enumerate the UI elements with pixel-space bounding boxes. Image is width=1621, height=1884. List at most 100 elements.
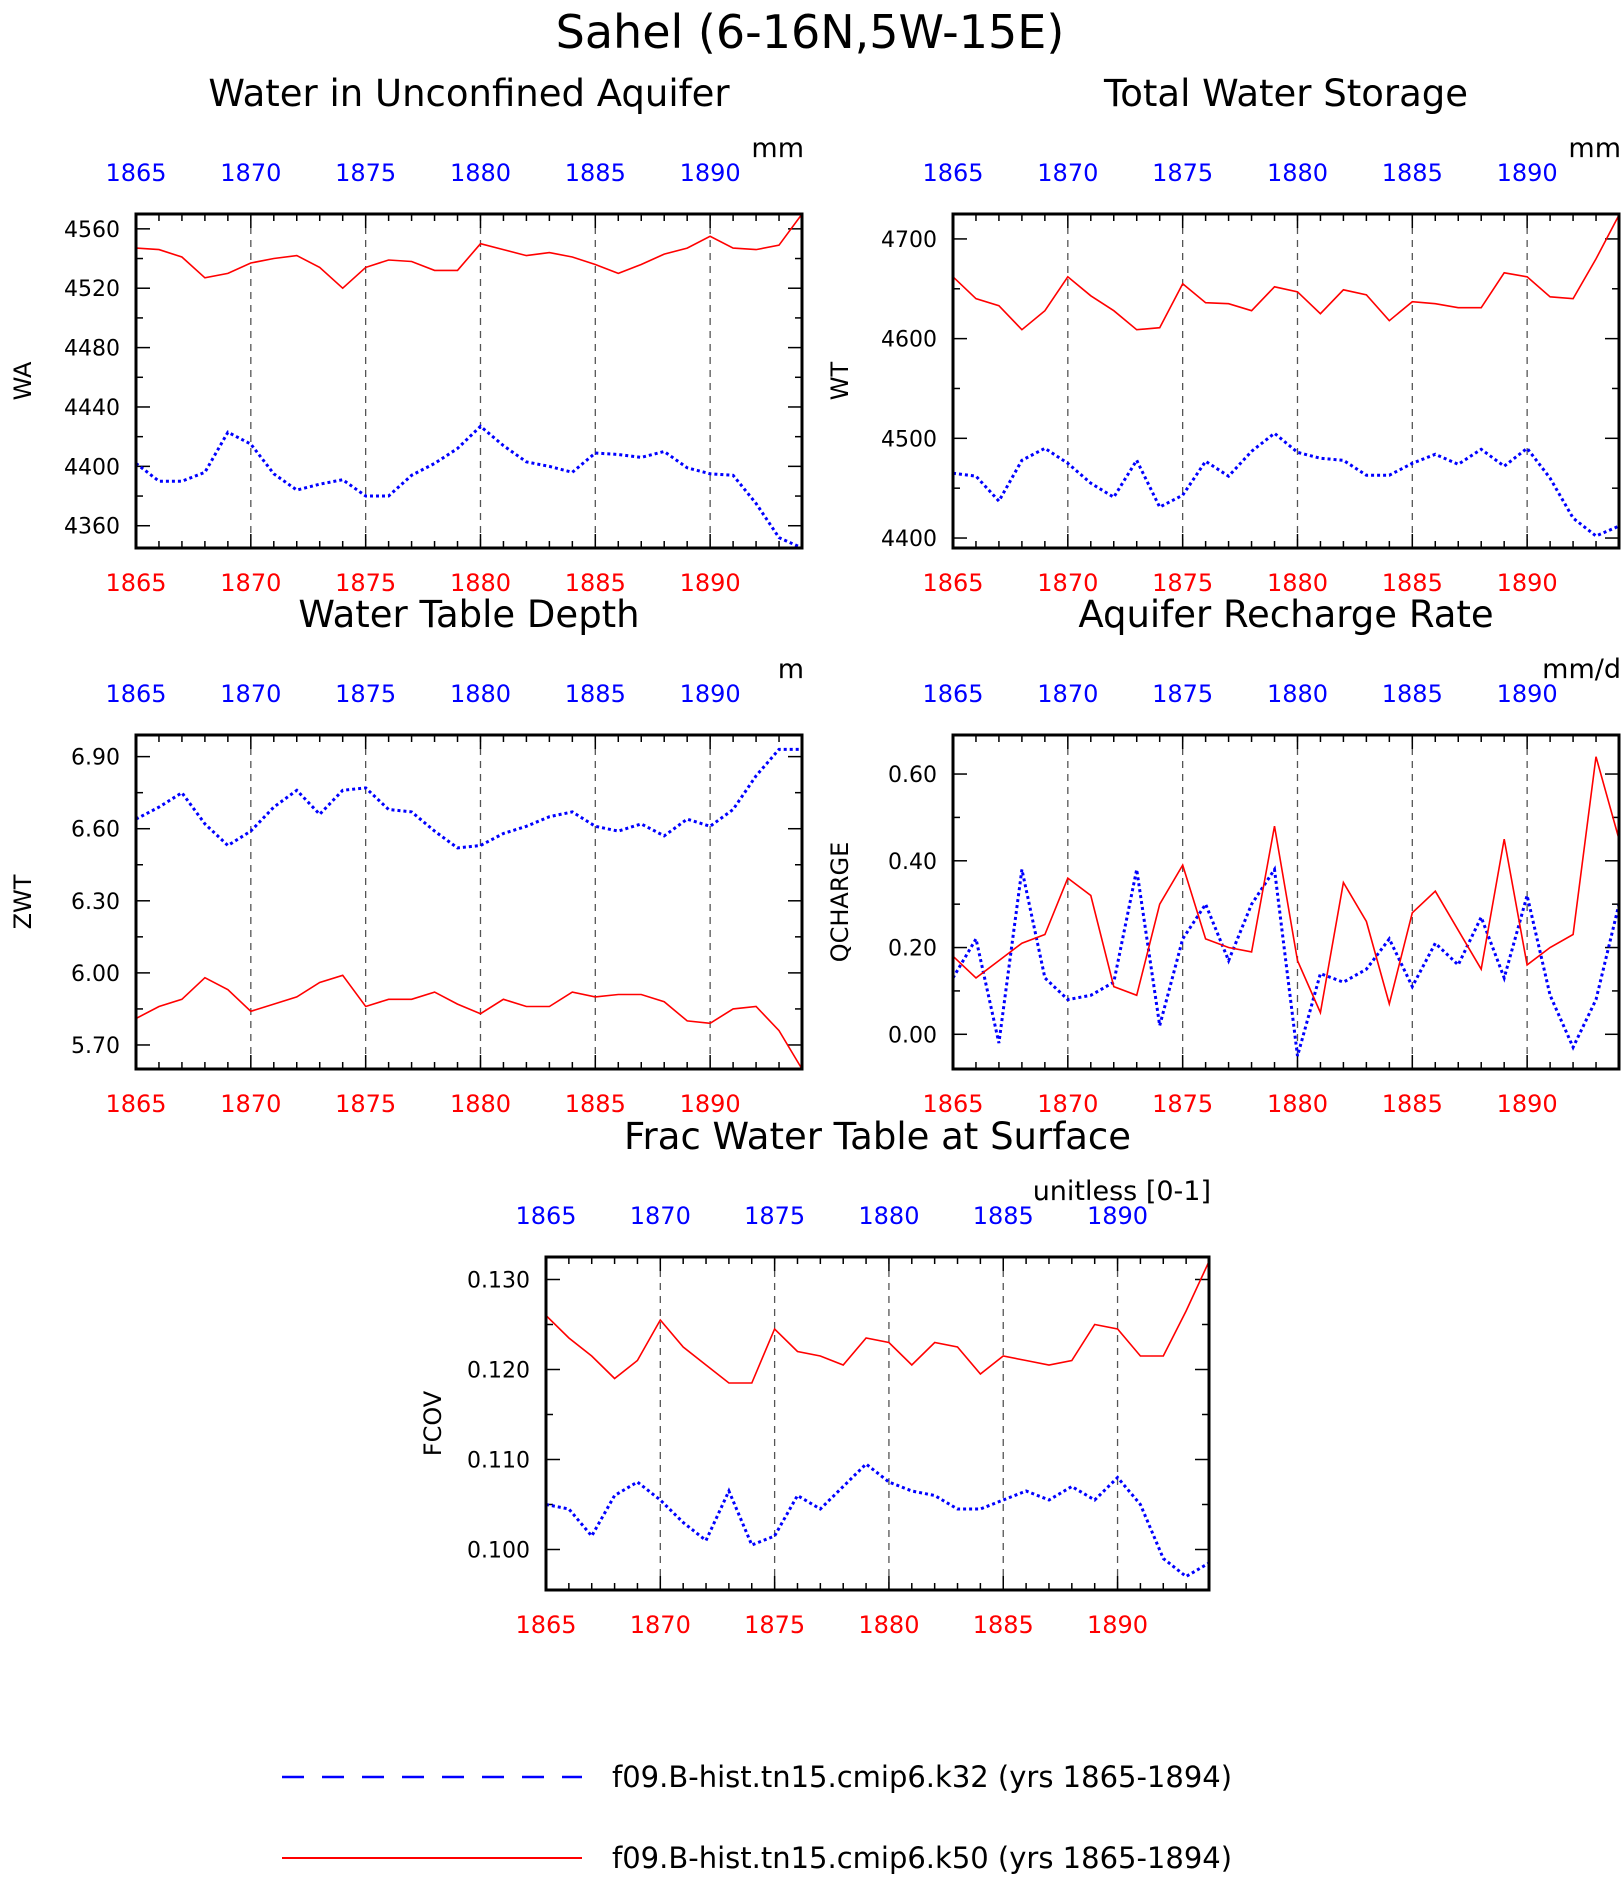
y-axis-label: FCOV xyxy=(419,1390,447,1456)
x-tick-label-bottom: 1880 xyxy=(858,1611,919,1639)
y-tick-label: 4700 xyxy=(881,228,937,253)
x-tick-label-top: 1875 xyxy=(1152,159,1213,187)
panel-title: Total Water Storage xyxy=(1103,72,1468,115)
x-tick-label-bottom: 1880 xyxy=(450,569,511,597)
x-tick-label-top: 1875 xyxy=(335,680,396,708)
series-line-k32 xyxy=(953,865,1619,1057)
y-axis-label: ZWT xyxy=(9,874,37,929)
panel-title: Water in Unconfined Aquifer xyxy=(208,72,730,115)
x-tick-label-bottom: 1885 xyxy=(565,569,626,597)
x-tick-label-bottom: 1885 xyxy=(1382,1090,1443,1118)
plot-frame xyxy=(134,212,804,550)
x-tick-label-bottom: 1890 xyxy=(1497,569,1558,597)
x-tick-label-top: 1885 xyxy=(1382,159,1443,187)
panel-water-in-unconfined-aquifer: Water in Unconfined Aquifer mm WA 1865 1865 1… xyxy=(9,72,804,597)
x-tick-label-top: 1885 xyxy=(973,1202,1034,1230)
y-tick-label: 4520 xyxy=(64,277,120,302)
x-tick-label-top: 1885 xyxy=(1382,680,1443,708)
x-tick-label-top: 1870 xyxy=(220,680,281,708)
y-tick-label: 6.90 xyxy=(71,746,120,771)
x-tick-label-top: 1890 xyxy=(1497,159,1558,187)
x-tick-label-top: 1865 xyxy=(922,680,983,708)
y-tick-label: 0.110 xyxy=(467,1449,530,1474)
series-line-k50 xyxy=(136,214,802,290)
y-tick-label: 0.60 xyxy=(888,763,937,788)
series-line-k50 xyxy=(953,756,1619,1016)
y-tick-label: 4400 xyxy=(64,455,120,480)
x-tick-label-bottom: 1865 xyxy=(515,1611,576,1639)
series-line-k32 xyxy=(136,747,802,850)
x-tick-label-bottom: 1885 xyxy=(565,1090,626,1118)
y-tick-label: 5.70 xyxy=(71,1034,120,1059)
plot-frame xyxy=(134,733,804,1071)
x-tick-label-bottom: 1875 xyxy=(335,569,396,597)
x-tick-label-bottom: 1870 xyxy=(1037,1090,1098,1118)
x-tick-label-bottom: 1885 xyxy=(973,1611,1034,1639)
x-tick-label-bottom: 1875 xyxy=(1152,569,1213,597)
panel-units: m xyxy=(778,654,804,685)
legend-label-k32: f09.B-hist.tn15.cmip6.k32 (yrs 1865-1894… xyxy=(612,1760,1232,1794)
x-tick-label-bottom: 1870 xyxy=(220,1090,281,1118)
y-tick-label: 0.20 xyxy=(888,937,937,962)
plot-frame xyxy=(951,733,1621,1071)
x-tick-label-top: 1880 xyxy=(858,1202,919,1230)
x-tick-label-bottom: 1865 xyxy=(105,569,166,597)
x-tick-label-bottom: 1880 xyxy=(450,1090,511,1118)
x-tick-label-top: 1890 xyxy=(1497,680,1558,708)
panel-aquifer-recharge-rate: Aquifer Recharge Rate mm/d QCHARGE 1865 1865… xyxy=(826,593,1621,1118)
y-tick-label: 0.00 xyxy=(888,1023,937,1048)
x-tick-label-bottom: 1870 xyxy=(220,569,281,597)
y-tick-label: 0.100 xyxy=(467,1539,530,1564)
x-tick-label-top: 1870 xyxy=(630,1202,691,1230)
panel-units: mm/d xyxy=(1542,654,1621,685)
x-tick-label-top: 1880 xyxy=(1267,159,1328,187)
plot-frame xyxy=(951,212,1621,550)
x-tick-label-bottom: 1890 xyxy=(1497,1090,1558,1118)
x-tick-label-top: 1865 xyxy=(515,1202,576,1230)
y-axis-label: WT xyxy=(826,361,854,400)
series-line-k50 xyxy=(953,214,1619,331)
panel-units: unitless [0-1] xyxy=(1033,1176,1211,1207)
y-tick-label: 0.130 xyxy=(467,1269,530,1294)
x-tick-label-top: 1885 xyxy=(565,159,626,187)
x-tick-label-bottom: 1865 xyxy=(922,569,983,597)
x-tick-label-top: 1865 xyxy=(922,159,983,187)
series-line-k50 xyxy=(546,1261,1209,1384)
x-tick-label-bottom: 1890 xyxy=(1087,1611,1148,1639)
x-tick-label-top: 1870 xyxy=(220,159,281,187)
x-tick-label-top: 1875 xyxy=(1152,680,1213,708)
y-tick-label: 4360 xyxy=(64,515,120,540)
x-tick-label-top: 1875 xyxy=(744,1202,805,1230)
y-tick-label: 4560 xyxy=(64,218,120,243)
y-tick-label: 0.120 xyxy=(467,1359,530,1384)
y-tick-label: 4400 xyxy=(881,527,937,552)
x-tick-label-top: 1890 xyxy=(680,159,741,187)
legend: f09.B-hist.tn15.cmip6.k32 (yrs 1865-1894… xyxy=(282,1760,1232,1875)
y-tick-label: 6.60 xyxy=(71,818,120,843)
plot-frame xyxy=(544,1255,1211,1592)
x-tick-label-bottom: 1880 xyxy=(1267,1090,1328,1118)
x-tick-label-top: 1880 xyxy=(450,680,511,708)
x-tick-label-bottom: 1875 xyxy=(744,1611,805,1639)
x-tick-label-top: 1890 xyxy=(1087,1202,1148,1230)
y-tick-label: 0.40 xyxy=(888,850,937,875)
y-tick-label: 4500 xyxy=(881,427,937,452)
x-tick-label-top: 1880 xyxy=(450,159,511,187)
main-title: Sahel (6-16N,5W-15E) xyxy=(556,5,1065,59)
panel-title: Aquifer Recharge Rate xyxy=(1078,593,1493,636)
panel-total-water-storage: Total Water Storage mm WT 1865 1865 1870 1870 1… xyxy=(826,72,1621,597)
panel-units: mm xyxy=(751,133,804,164)
x-tick-label-bottom: 1880 xyxy=(1267,569,1328,597)
x-tick-label-bottom: 1890 xyxy=(680,569,741,597)
x-tick-label-bottom: 1870 xyxy=(630,1611,691,1639)
x-tick-label-top: 1875 xyxy=(335,159,396,187)
y-tick-label: 4480 xyxy=(64,337,120,362)
y-tick-label: 6.30 xyxy=(71,890,120,915)
legend-label-k50: f09.B-hist.tn15.cmip6.k50 (yrs 1865-1894… xyxy=(612,1841,1232,1875)
x-tick-label-top: 1890 xyxy=(680,680,741,708)
x-tick-label-top: 1885 xyxy=(565,680,626,708)
panels: Water in Unconfined Aquifer mm WA 1865 1865 1… xyxy=(9,72,1621,1639)
y-axis-label: WA xyxy=(9,361,37,400)
x-tick-label-bottom: 1865 xyxy=(922,1090,983,1118)
